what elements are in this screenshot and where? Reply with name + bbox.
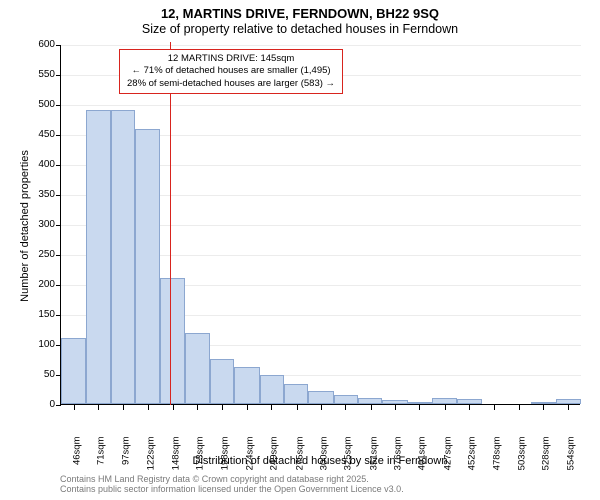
- ytick-label: 0: [5, 399, 55, 410]
- attribution-line2: Contains public sector information licen…: [60, 484, 404, 494]
- ytick-mark: [56, 315, 61, 316]
- attribution-line1: Contains HM Land Registry data © Crown c…: [60, 474, 369, 484]
- property-marker-line: [170, 42, 171, 405]
- ytick-mark: [56, 225, 61, 226]
- xtick-mark: [494, 405, 495, 410]
- xtick-mark: [148, 405, 149, 410]
- histogram-bar: [185, 333, 210, 404]
- xtick-mark: [568, 405, 569, 410]
- histogram-bar: [210, 359, 234, 404]
- histogram-bar: [556, 399, 581, 404]
- gridline: [61, 45, 581, 46]
- ytick-label: 500: [5, 99, 55, 110]
- gridline: [61, 105, 581, 106]
- xtick-mark: [371, 405, 372, 410]
- histogram-bar: [308, 391, 333, 404]
- histogram-bar: [111, 110, 135, 404]
- histogram-bar: [382, 400, 407, 404]
- xtick-mark: [98, 405, 99, 410]
- ytick-label: 50: [5, 369, 55, 380]
- xtick-mark: [395, 405, 396, 410]
- ytick-mark: [56, 105, 61, 106]
- chart-container: 12, MARTINS DRIVE, FERNDOWN, BH22 9SQ Si…: [0, 0, 600, 500]
- histogram-bar: [86, 110, 110, 404]
- xtick-mark: [345, 405, 346, 410]
- xtick-mark: [419, 405, 420, 410]
- xtick-mark: [469, 405, 470, 410]
- ytick-mark: [56, 135, 61, 136]
- histogram-bar: [531, 402, 555, 404]
- histogram-bar: [260, 375, 284, 404]
- histogram-bar: [408, 402, 432, 404]
- xtick-mark: [173, 405, 174, 410]
- xtick-mark: [222, 405, 223, 410]
- xtick-mark: [247, 405, 248, 410]
- plot-area: 05010015020025030035040045050055060046sq…: [60, 45, 580, 405]
- xtick-mark: [445, 405, 446, 410]
- ytick-mark: [56, 195, 61, 196]
- histogram-bar: [234, 367, 259, 404]
- xtick-mark: [297, 405, 298, 410]
- attribution: Contains HM Land Registry data © Crown c…: [60, 474, 404, 495]
- histogram-bar: [135, 129, 160, 404]
- ytick-mark: [56, 285, 61, 286]
- ytick-mark: [56, 405, 61, 406]
- ytick-mark: [56, 45, 61, 46]
- annotation-box: 12 MARTINS DRIVE: 145sqm← 71% of detache…: [119, 49, 343, 94]
- xtick-mark: [519, 405, 520, 410]
- xtick-mark: [271, 405, 272, 410]
- xtick-mark: [74, 405, 75, 410]
- chart-subtitle: Size of property relative to detached ho…: [0, 22, 600, 36]
- ytick-label: 100: [5, 339, 55, 350]
- annotation-line1: 12 MARTINS DRIVE: 145sqm: [168, 53, 295, 64]
- xtick-mark: [543, 405, 544, 410]
- xtick-mark: [197, 405, 198, 410]
- xtick-mark: [123, 405, 124, 410]
- ytick-mark: [56, 255, 61, 256]
- histogram-bar: [358, 398, 382, 404]
- y-axis-label: Number of detached properties: [19, 126, 31, 326]
- histogram-bar: [61, 338, 86, 404]
- histogram-bar: [432, 398, 457, 404]
- ytick-label: 600: [5, 39, 55, 50]
- annotation-line3: 28% of semi-detached houses are larger (…: [127, 78, 335, 89]
- ytick-label: 550: [5, 69, 55, 80]
- annotation-line2: ← 71% of detached houses are smaller (1,…: [131, 65, 330, 76]
- xtick-mark: [321, 405, 322, 410]
- chart-title: 12, MARTINS DRIVE, FERNDOWN, BH22 9SQ: [0, 6, 600, 21]
- ytick-mark: [56, 165, 61, 166]
- histogram-bar: [457, 399, 481, 404]
- x-axis-label: Distribution of detached houses by size …: [60, 455, 580, 467]
- histogram-bar: [160, 278, 184, 404]
- histogram-bar: [334, 395, 358, 404]
- ytick-mark: [56, 75, 61, 76]
- histogram-bar: [284, 384, 308, 404]
